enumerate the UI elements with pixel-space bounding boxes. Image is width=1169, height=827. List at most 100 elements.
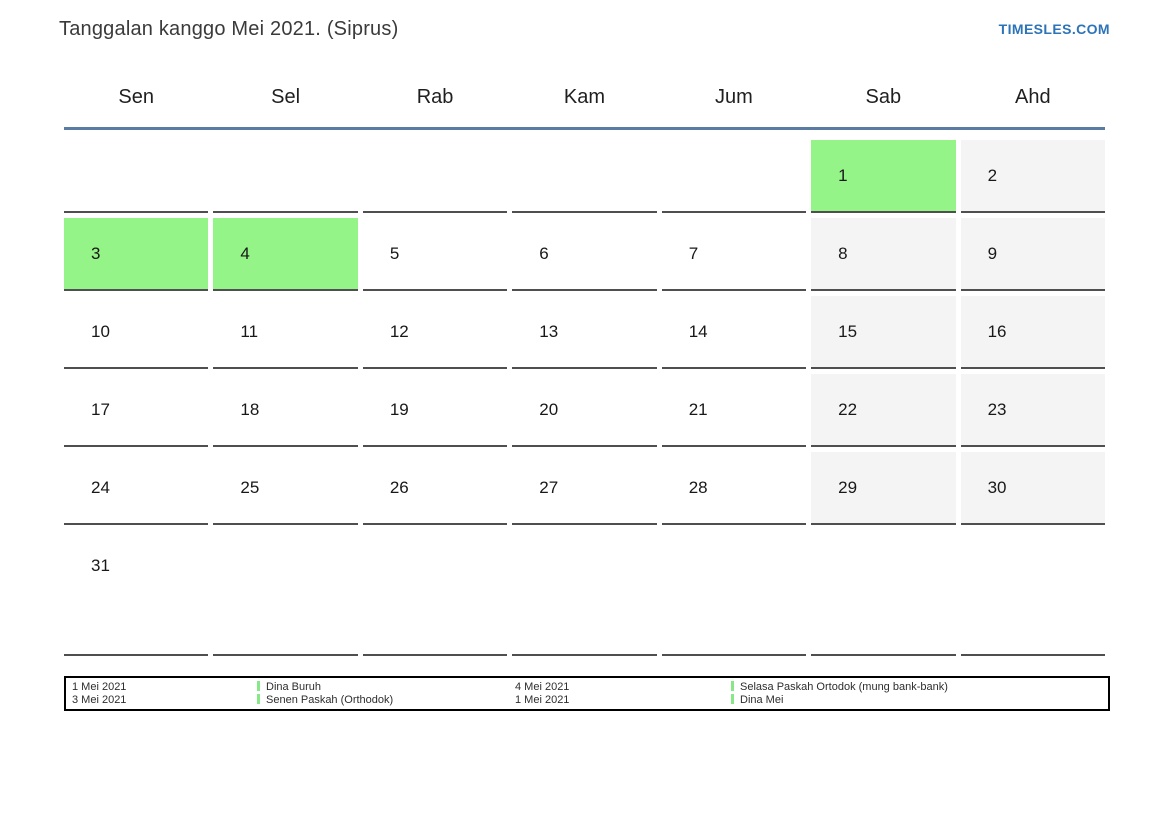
day-number: 12 [389,322,409,341]
holiday-marker-icon [731,694,734,704]
day-cell-18: 18 [213,374,358,447]
day-cell-27: 27 [512,452,657,525]
legend-entry: Dina Mei [731,694,948,707]
day-number: 3 [91,244,101,263]
day-cell-2: 2 [960,140,1105,213]
day-number: 6 [539,244,549,263]
day-number: 11 [240,322,259,341]
day-cell-13: 13 [512,296,657,369]
day-number: 28 [688,478,708,497]
day-number: 5 [389,244,400,263]
day-cell-11: 11 [213,296,358,369]
day-number: 21 [688,400,708,419]
day-cell-29: 29 [811,452,956,525]
day-number: 17 [91,400,110,419]
day-cell-30: 30 [960,452,1105,525]
day-cell-empty [512,530,657,656]
day-number: 8 [838,244,848,263]
day-cell-8: 8 [811,218,956,291]
holiday-marker-icon [257,694,260,704]
day-cell-empty [960,530,1105,656]
day-number: 27 [539,478,559,497]
day-number: 30 [987,478,1007,497]
day-header-row: Sen Sel Rab Kam Jum Sab Ahd [64,86,1105,109]
day-cell-16: 16 [960,296,1105,369]
day-cell-26: 26 [362,452,508,525]
legend-name: Dina Mei [740,694,784,706]
day-cell-empty [661,140,807,213]
day-cell-12: 12 [362,296,508,369]
legend-dates-group-2: 4 Mei 2021 1 Mei 2021 [515,681,569,707]
day-header-jum: Jum [715,86,753,108]
day-number: 29 [838,478,858,497]
day-cell-17: 17 [64,374,209,447]
day-cell-3: 3 [64,218,209,291]
day-cell-empty [213,140,358,213]
calendar-grid: 1 2 3 4 5 6 7 8 9 10 11 12 13 14 15 16 17 18 19 20 21 22 23 24 2… [64,140,1105,656]
day-number: 13 [539,322,559,341]
day-cell-empty [811,530,956,656]
day-cell-1: 1 [811,140,956,213]
day-cell-9: 9 [960,218,1105,291]
day-cell-21: 21 [661,374,807,447]
day-number: 20 [539,400,559,419]
day-number: 25 [240,478,260,497]
day-cell-14: 14 [661,296,807,369]
legend-name: Selasa Paskah Ortodok (mung bank-bank) [740,681,948,693]
day-header-ahd: Ahd [1014,86,1051,108]
day-header-rab: Rab [416,86,454,108]
day-cell-empty [213,530,358,656]
day-cell-20: 20 [512,374,657,447]
legend-entry: Senen Paskah (Orthodok) [257,694,393,707]
holiday-marker-icon [257,681,260,691]
legend-name: Senen Paskah (Orthodok) [266,694,394,706]
site-link[interactable]: TIMESLES.COM [998,21,1110,37]
day-header-sab: Sab [865,86,902,108]
legend-date: 1 Mei 2021 [72,681,127,693]
day-number: 15 [838,322,858,341]
day-header-sen: Sen [118,86,154,108]
header-separator-line [64,127,1105,130]
legend-name: Dina Buruh [266,681,322,693]
day-cell-5: 5 [362,218,508,291]
day-cell-15: 15 [811,296,956,369]
day-number: 14 [688,322,708,341]
legend-entry: Selasa Paskah Ortodok (mung bank-bank) [731,681,948,694]
day-number: 31 [91,556,110,575]
day-cell-empty [64,140,209,213]
day-cell-empty [362,530,508,656]
page-title: Tanggalan kanggo Mei 2021. (Siprus) [59,18,399,40]
day-cell-31: 31 [64,530,209,656]
day-cell-6: 6 [512,218,657,291]
legend-date: 1 Mei 2021 [515,694,570,706]
day-number: 10 [91,322,110,341]
legend-dates-group-1: 1 Mei 2021 3 Mei 2021 [72,681,126,707]
day-cell-25: 25 [213,452,358,525]
day-number: 18 [240,400,260,419]
day-cell-24: 24 [64,452,209,525]
legend-box: 1 Mei 2021 3 Mei 2021 Dina Buruh Senen P… [64,676,1110,711]
legend-date: 3 Mei 2021 [72,694,127,706]
day-cell-19: 19 [362,374,508,447]
day-number: 19 [389,400,409,419]
day-number: 9 [987,244,998,263]
day-number: 2 [987,166,998,185]
day-cell-7: 7 [661,218,807,291]
legend-date: 4 Mei 2021 [515,681,570,693]
legend-entry: Dina Buruh [257,681,393,694]
top-bar: Tanggalan kanggo Mei 2021. (Siprus) TIME… [59,18,1110,41]
day-cell-28: 28 [661,452,807,525]
day-cell-empty [512,140,657,213]
day-number: 4 [240,244,250,263]
day-number: 24 [91,478,110,497]
day-header-sel: Sel [271,86,301,108]
day-number: 1 [838,166,848,185]
day-cell-4: 4 [213,218,358,291]
day-header-kam: Kam [563,86,606,108]
holiday-marker-icon [731,681,734,691]
day-cell-empty [362,140,508,213]
day-number: 22 [838,400,858,419]
day-cell-10: 10 [64,296,209,369]
day-cell-empty [661,530,807,656]
day-number: 26 [389,478,409,497]
